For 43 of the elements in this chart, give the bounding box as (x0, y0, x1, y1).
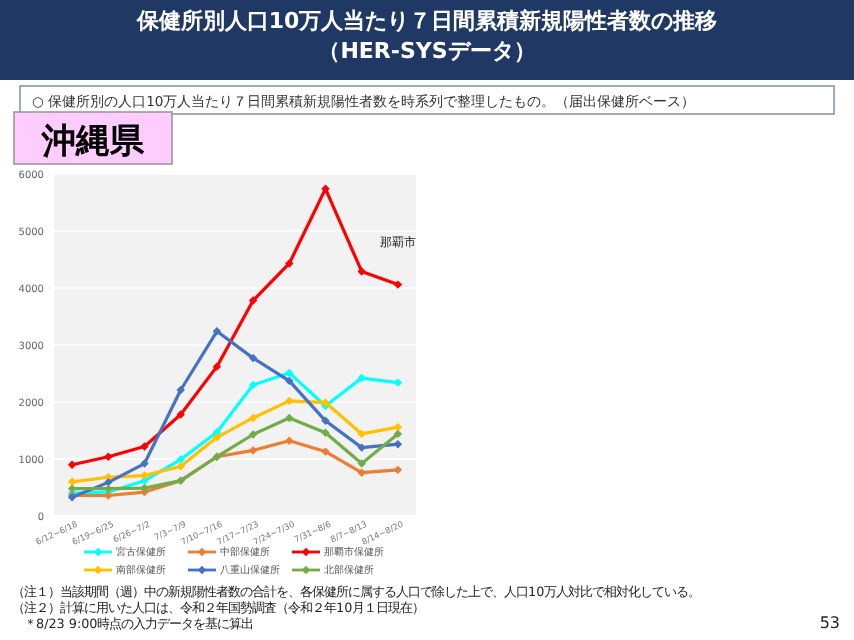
point (357, 468, 366, 477)
point (285, 436, 294, 445)
point (285, 413, 294, 423)
point (248, 380, 258, 390)
point (285, 368, 294, 378)
point (321, 184, 330, 194)
point (212, 362, 222, 371)
point (248, 446, 258, 455)
point (285, 396, 294, 406)
text: 53 (819, 614, 840, 632)
point (248, 296, 258, 305)
point (357, 373, 366, 383)
point (176, 462, 185, 471)
point (140, 459, 149, 468)
point (104, 452, 113, 461)
point (248, 430, 258, 439)
point (393, 429, 403, 439)
point (248, 353, 258, 363)
point (212, 433, 222, 442)
point (357, 429, 366, 439)
point (176, 410, 185, 419)
point (140, 442, 149, 451)
point (176, 385, 185, 395)
point (212, 327, 222, 336)
point (321, 447, 330, 456)
point (248, 413, 258, 423)
point (104, 478, 113, 487)
text: 沖縄県 (40, 122, 146, 162)
point (393, 465, 403, 475)
point (321, 416, 330, 426)
point (357, 459, 366, 468)
point (393, 280, 403, 289)
point (140, 471, 149, 480)
point (285, 376, 294, 386)
point (321, 428, 330, 437)
point (393, 422, 403, 432)
point (357, 443, 366, 452)
point (393, 378, 403, 387)
point (357, 267, 366, 276)
point (67, 460, 77, 469)
point (285, 259, 294, 268)
chart-title: 保健所別人口10万人当たり７日間累積新規陽性者数の推移（HER-SYSデータ） (134, 8, 718, 64)
point (176, 455, 185, 464)
